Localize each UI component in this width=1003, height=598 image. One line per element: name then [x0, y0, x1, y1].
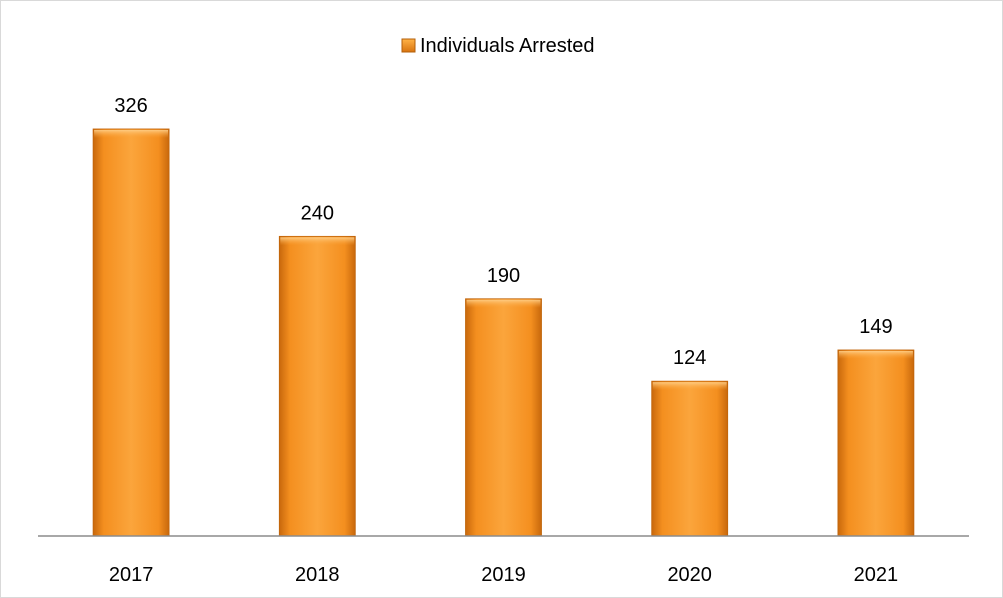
bar-2021 — [837, 349, 915, 537]
value-label-2018: 240 — [301, 202, 334, 224]
x-tick-label-group: 2017 2018 2019 2020 2021 — [109, 564, 898, 586]
x-tick-label-2020: 2020 — [667, 564, 712, 586]
legend-swatch — [401, 38, 416, 53]
bar-highlight-2018 — [280, 237, 355, 246]
legend-label: Individuals Arrested — [420, 35, 595, 57]
x-tick-label-2018: 2018 — [295, 564, 340, 586]
value-label-2020: 124 — [673, 347, 706, 369]
value-label-2017: 326 — [114, 95, 147, 117]
value-label-2021: 149 — [859, 316, 892, 338]
x-tick-label-2019: 2019 — [481, 564, 526, 586]
bar-highlight-2021 — [838, 350, 913, 359]
bar-group — [92, 128, 915, 537]
bar-highlight-2020 — [652, 382, 727, 391]
bar-highlight-2017 — [94, 129, 169, 138]
bar-2018 — [278, 235, 356, 537]
x-tick-label-2017: 2017 — [109, 564, 154, 586]
legend: Individuals Arrested — [401, 35, 595, 57]
bar-2017 — [92, 128, 170, 537]
value-label-group: 326 240 190 124 149 — [114, 95, 892, 369]
value-label-2019: 190 — [487, 265, 520, 287]
x-tick-label-2021: 2021 — [854, 564, 899, 586]
bar-highlight-2019 — [466, 299, 541, 308]
bar-2019 — [465, 298, 542, 537]
bar-2020 — [651, 380, 729, 537]
